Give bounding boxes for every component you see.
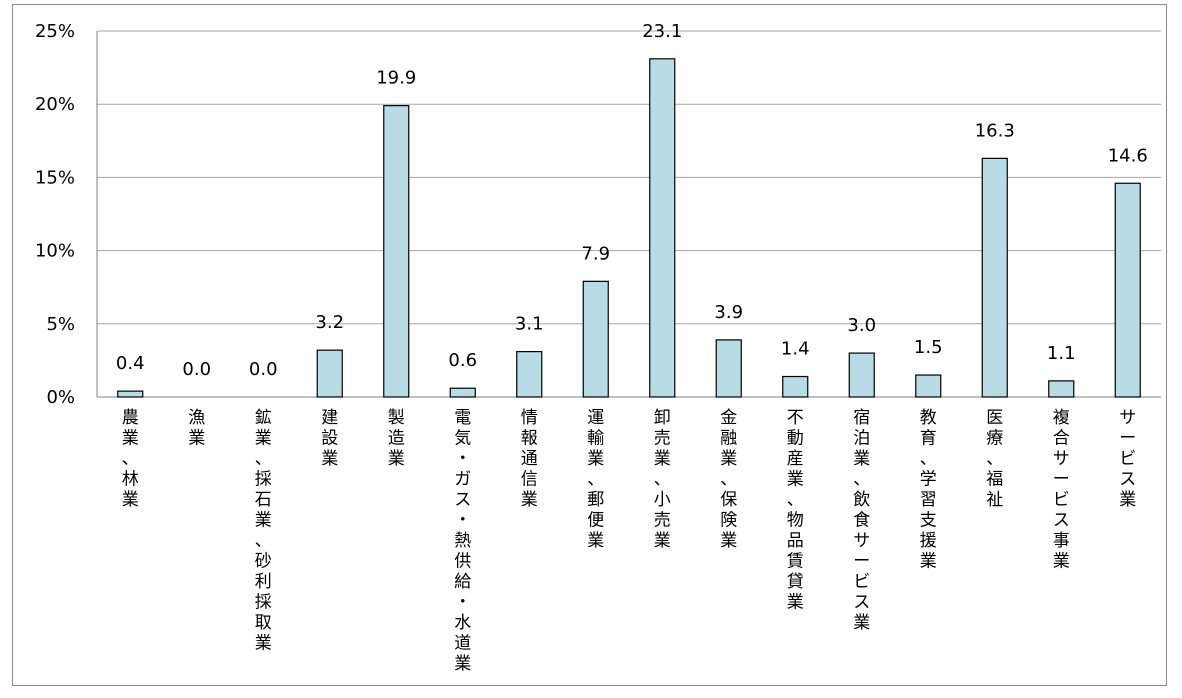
bar — [848, 352, 875, 398]
category-label: 農業、林業 — [122, 408, 139, 510]
y-tick-label: 20% — [35, 94, 75, 115]
data-label: 1.4 — [781, 339, 810, 360]
data-label: 14.6 — [1108, 145, 1148, 166]
category-label: 鉱業、採石業、砂利採取業 — [255, 408, 272, 654]
category-label: 卸売業、小売業 — [654, 408, 671, 551]
data-label: 0.6 — [448, 350, 477, 371]
data-label: 3.0 — [847, 315, 876, 336]
category-label: 漁業 — [188, 408, 205, 449]
category-label: 電気・ガス・熱供給・水道業 — [454, 408, 471, 674]
category-label: 情報通信業 — [521, 408, 538, 510]
data-label: 23.1 — [642, 21, 682, 42]
category-label: サービス業 — [1119, 408, 1136, 510]
category-label: 運輸業、郵便業 — [587, 408, 604, 551]
bar — [516, 351, 543, 398]
data-label: 3.2 — [315, 312, 344, 333]
bar — [582, 280, 609, 398]
bar — [1048, 380, 1075, 398]
data-label: 19.9 — [376, 68, 416, 89]
category-label: 金融業、保険業 — [720, 408, 737, 551]
y-tick-label: 5% — [46, 314, 75, 335]
data-label: 1.1 — [1047, 343, 1076, 364]
bar — [915, 374, 942, 398]
category-label: 教育、学習支援業 — [920, 408, 937, 572]
y-tick-label: 15% — [35, 167, 75, 188]
category-label: 建設業 — [321, 408, 338, 469]
category-label: 不動産業、物品賃貸業 — [787, 408, 804, 613]
data-label: 3.1 — [515, 314, 544, 335]
category-label: 医療、福祉 — [986, 408, 1003, 510]
y-tick-label: 25% — [35, 21, 75, 42]
bar — [117, 390, 144, 398]
bar — [1114, 182, 1141, 398]
data-label: 1.5 — [914, 337, 943, 358]
bar — [316, 349, 343, 398]
chart-frame: 0% 5% 10% 15% 20% 25% 0.4 農業、林業 0.0 漁業 0.0 鉱業、採石業、砂… — [12, 4, 1167, 686]
bar — [782, 375, 809, 398]
bar — [649, 58, 676, 398]
y-tick-label: 0% — [46, 387, 75, 408]
data-label: 0.4 — [116, 353, 145, 374]
data-label: 7.9 — [581, 243, 610, 264]
bar — [449, 387, 476, 398]
bar — [981, 157, 1008, 398]
bar — [383, 105, 410, 398]
bar-chart: 0% 5% 10% 15% 20% 25% 0.4 農業、林業 0.0 漁業 0.0 鉱業、採石業、砂… — [35, 21, 1161, 674]
bar — [715, 339, 742, 398]
data-label: 0.0 — [249, 359, 278, 380]
category-label: 宿泊業、飲食サービス業 — [853, 408, 870, 633]
category-label: 製造業 — [388, 408, 405, 469]
data-label: 16.3 — [975, 120, 1015, 141]
category-label: 複合サービス事業 — [1053, 408, 1070, 572]
data-label: 3.9 — [714, 302, 743, 323]
data-label: 0.0 — [182, 359, 211, 380]
y-tick-label: 10% — [35, 241, 75, 262]
